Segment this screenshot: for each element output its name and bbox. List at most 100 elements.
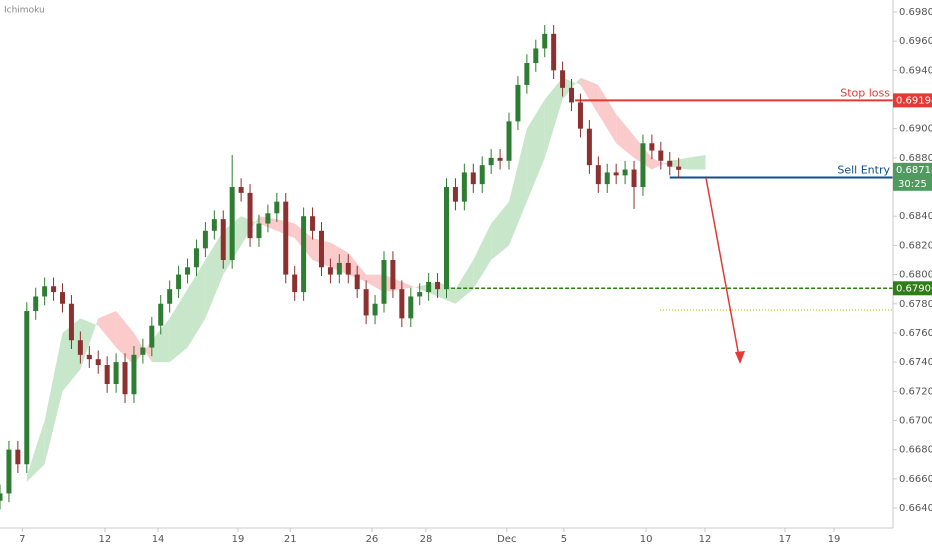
y-tick-label: 0.69800 [899, 7, 932, 18]
candle-body [560, 70, 566, 88]
cloud-segment [187, 259, 206, 348]
candle-body [506, 121, 512, 161]
candle-body [399, 289, 405, 319]
candle-body [667, 160, 673, 167]
candle-body [265, 213, 271, 224]
candle-body [622, 169, 628, 176]
candle-body [193, 248, 199, 268]
x-tick-label: 28 [420, 534, 433, 545]
candle-body [104, 365, 110, 384]
candle-body [524, 63, 530, 85]
price-tag-label: 0.69194 [896, 95, 932, 106]
candle-body [631, 169, 637, 188]
candle-body [256, 223, 262, 239]
cloud-segment [116, 311, 134, 366]
x-tick-label: 10 [640, 534, 653, 545]
candle-body [247, 192, 253, 239]
candle-body [613, 172, 619, 176]
candle-body [211, 219, 217, 231]
candle-body [604, 172, 610, 185]
cloud-segment [580, 77, 599, 115]
candle-body [318, 230, 324, 268]
candle-body [658, 150, 664, 161]
cloud-segment [687, 154, 706, 170]
last-price-tag [893, 162, 932, 191]
candle-body [15, 449, 21, 465]
candle-body [176, 274, 182, 290]
candle-body [372, 303, 378, 316]
cloud-segment [366, 274, 384, 293]
candle-body [488, 157, 494, 166]
candle-body [515, 84, 521, 122]
price-tag [893, 93, 932, 108]
cloud-segment [205, 230, 224, 319]
candle-body [676, 166, 682, 170]
x-tick-label: 19 [232, 534, 245, 545]
cloud-segment [26, 420, 45, 482]
candle-body [363, 289, 369, 316]
candle-body [167, 289, 173, 304]
candle-body [301, 216, 307, 293]
candle-body [51, 286, 57, 293]
ichimoku-cloud [26, 77, 706, 482]
candle-body [426, 281, 432, 293]
candle-body [68, 303, 74, 341]
cloud-segment [62, 318, 81, 392]
candle-body [435, 281, 441, 290]
levels: Stop loss Sell Entry [445, 86, 893, 311]
indicator-label: Ichimoku [4, 6, 45, 16]
candle-body [479, 165, 485, 185]
candle-body [122, 362, 128, 395]
cloud-segment [509, 128, 527, 246]
price-tag [893, 281, 932, 296]
x-tick-label: 7 [19, 534, 25, 545]
candle-body [542, 33, 548, 49]
cloud-segment [241, 216, 259, 246]
candle-body [60, 292, 66, 304]
arrow-head [735, 351, 745, 364]
candle-body [533, 48, 539, 64]
candle-body [444, 187, 449, 290]
candles [0, 25, 682, 510]
cloud-segment [80, 318, 99, 370]
candle-body [586, 128, 592, 166]
x-tick-label: 19 [828, 534, 841, 545]
candle-body [113, 362, 119, 384]
cloud-segment [98, 311, 117, 348]
candle-body [283, 201, 289, 275]
candle-body [417, 292, 423, 297]
candle-body [452, 187, 458, 202]
countdown: 30:25 [898, 179, 927, 190]
candle-body [229, 187, 235, 260]
candle-body [274, 201, 280, 214]
cloud-segment [473, 223, 492, 290]
cloud-segment [526, 99, 545, 202]
candle-body [202, 230, 208, 249]
candle-body [354, 274, 360, 290]
candle-body [577, 102, 583, 129]
cloud-segment [169, 289, 188, 363]
cloud-segment [44, 332, 63, 465]
level-label: Stop loss [840, 86, 890, 99]
last-price-label: 0.68718 [896, 165, 932, 176]
candle-body [238, 187, 244, 193]
candle-body [185, 267, 191, 275]
cloud-segment [455, 259, 474, 304]
candle-body [470, 172, 476, 185]
x-tick-label: 12 [99, 534, 112, 545]
candle-body [345, 262, 351, 275]
candle-body [140, 347, 146, 355]
cloud-segment [401, 281, 420, 290]
cloud-segment [151, 318, 170, 363]
